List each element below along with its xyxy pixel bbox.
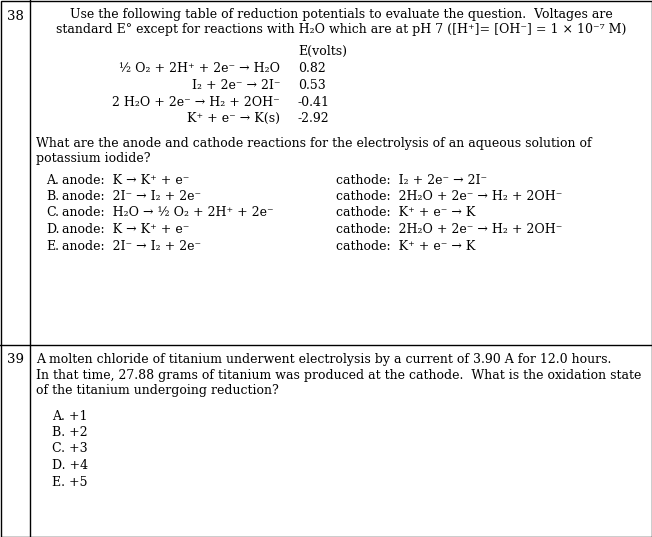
Text: C. +3: C. +3 <box>52 442 87 455</box>
Text: D. +4: D. +4 <box>52 459 88 472</box>
Text: cathode:  I₂ + 2e⁻ → 2I⁻: cathode: I₂ + 2e⁻ → 2I⁻ <box>336 173 487 186</box>
Text: cathode:  2H₂O + 2e⁻ → H₂ + 2OH⁻: cathode: 2H₂O + 2e⁻ → H₂ + 2OH⁻ <box>336 223 563 236</box>
Text: cathode:  K⁺ + e⁻ → K: cathode: K⁺ + e⁻ → K <box>336 240 475 252</box>
Text: B.: B. <box>46 190 59 203</box>
Text: I₂ + 2e⁻ → 2I⁻: I₂ + 2e⁻ → 2I⁻ <box>192 79 280 92</box>
Text: What are the anode and cathode reactions for the electrolysis of an aqueous solu: What are the anode and cathode reactions… <box>36 136 591 149</box>
Text: 0.82: 0.82 <box>298 62 326 76</box>
Text: E. +5: E. +5 <box>52 475 87 489</box>
Text: B. +2: B. +2 <box>52 426 87 439</box>
Text: E(volts): E(volts) <box>298 45 347 58</box>
Text: A. +1: A. +1 <box>52 410 87 423</box>
Text: D.: D. <box>46 223 59 236</box>
Text: anode:  K → K⁺ + e⁻: anode: K → K⁺ + e⁻ <box>62 173 189 186</box>
Text: E.: E. <box>46 240 59 252</box>
Text: 39: 39 <box>7 353 23 366</box>
Text: A molten chloride of titanium underwent electrolysis by a current of 3.90 A for : A molten chloride of titanium underwent … <box>36 353 612 366</box>
Text: Use the following table of reduction potentials to evaluate the question.  Volta: Use the following table of reduction pot… <box>70 8 612 21</box>
Text: cathode:  2H₂O + 2e⁻ → H₂ + 2OH⁻: cathode: 2H₂O + 2e⁻ → H₂ + 2OH⁻ <box>336 190 563 203</box>
Text: In that time, 27.88 grams of titanium was produced at the cathode.  What is the : In that time, 27.88 grams of titanium wa… <box>36 368 642 381</box>
Text: 0.53: 0.53 <box>298 79 326 92</box>
Text: of the titanium undergoing reduction?: of the titanium undergoing reduction? <box>36 384 279 397</box>
Text: anode:  2I⁻ → I₂ + 2e⁻: anode: 2I⁻ → I₂ + 2e⁻ <box>62 240 201 252</box>
Text: K⁺ + e⁻ → K(s): K⁺ + e⁻ → K(s) <box>187 112 280 125</box>
Text: anode:  K → K⁺ + e⁻: anode: K → K⁺ + e⁻ <box>62 223 189 236</box>
Text: standard E° except for reactions with H₂O which are at pH 7 ([H⁺]= [OH⁻] = 1 × 1: standard E° except for reactions with H₂… <box>56 24 626 37</box>
Text: anode:  H₂O → ½ O₂ + 2H⁺ + 2e⁻: anode: H₂O → ½ O₂ + 2H⁺ + 2e⁻ <box>62 207 274 220</box>
Text: 38: 38 <box>7 10 23 23</box>
Text: ½ O₂ + 2H⁺ + 2e⁻ → H₂O: ½ O₂ + 2H⁺ + 2e⁻ → H₂O <box>119 62 280 76</box>
Text: 2 H₂O + 2e⁻ → H₂ + 2OH⁻: 2 H₂O + 2e⁻ → H₂ + 2OH⁻ <box>112 96 280 108</box>
Text: -0.41: -0.41 <box>298 96 330 108</box>
Text: C.: C. <box>46 207 59 220</box>
Text: A.: A. <box>46 173 59 186</box>
Text: -2.92: -2.92 <box>298 112 330 125</box>
Text: cathode:  K⁺ + e⁻ → K: cathode: K⁺ + e⁻ → K <box>336 207 475 220</box>
Text: potassium iodide?: potassium iodide? <box>36 152 151 165</box>
Text: anode:  2I⁻ → I₂ + 2e⁻: anode: 2I⁻ → I₂ + 2e⁻ <box>62 190 201 203</box>
